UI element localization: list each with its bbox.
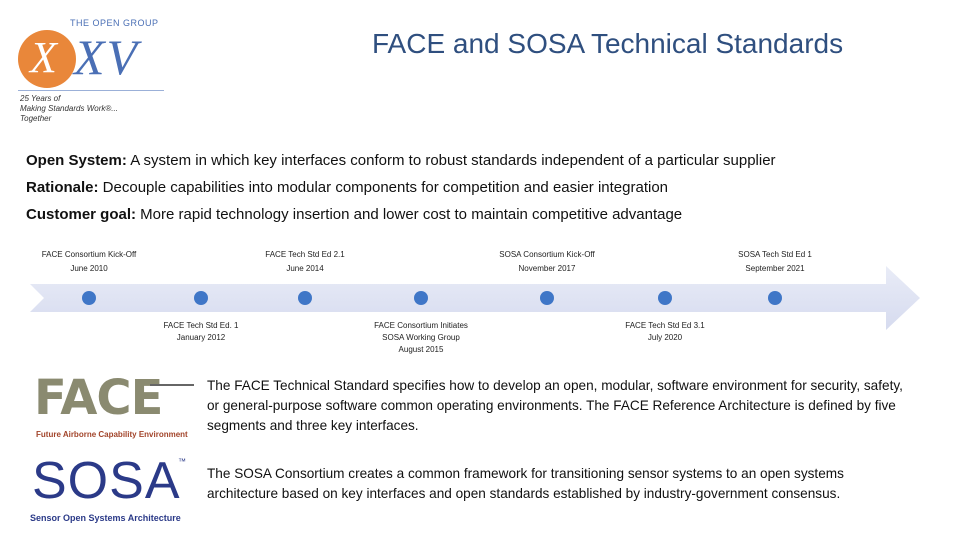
- event-label: SOSA Consortium Kick-Off: [499, 250, 595, 259]
- timeline-event: SOSA Tech Std Ed 1 September 2021: [710, 248, 840, 276]
- logo-tagline-line: Making Standards Work®...: [20, 104, 118, 113]
- timeline-event: FACE Consortium Kick-Off June 2010: [24, 248, 154, 276]
- event-label-2: SOSA Working Group: [382, 333, 460, 342]
- definition-term: Customer goal:: [26, 206, 137, 223]
- timeline-arrow: [30, 266, 920, 330]
- logo-mark-x: X: [30, 33, 57, 82]
- event-date: June 2014: [286, 264, 324, 273]
- definition-text: A system in which key interfaces conform…: [126, 152, 776, 169]
- definition-rationale: Rationale: Decouple capabilities into mo…: [26, 179, 776, 196]
- aircraft-icon: [150, 384, 194, 386]
- timeline-event: FACE Tech Std Ed 3.1 July 2020: [600, 320, 730, 344]
- logo-divider: [18, 90, 164, 91]
- timeline-event: FACE Tech Std Ed 2.1 June 2014: [240, 248, 370, 276]
- timeline-dot: [768, 291, 782, 305]
- definitions-list: Open System: A system in which key inter…: [26, 152, 776, 233]
- event-label: FACE Tech Std Ed 2.1: [265, 250, 345, 259]
- timeline-dot: [82, 291, 96, 305]
- event-label: FACE Tech Std Ed. 1: [163, 321, 239, 330]
- timeline-dot: [194, 291, 208, 305]
- event-label: SOSA Tech Std Ed 1: [738, 250, 812, 259]
- timeline-event: SOSA Consortium Kick-Off November 2017: [482, 248, 612, 276]
- sosa-trademark: ™: [178, 457, 186, 466]
- sosa-logo-word: SOSA: [32, 452, 181, 510]
- event-date: January 2012: [176, 333, 226, 342]
- timeline-dot: [298, 291, 312, 305]
- event-date: August 2015: [398, 345, 444, 354]
- timeline-event: FACE Tech Std Ed. 1 January 2012: [136, 320, 266, 344]
- definition-text: More rapid technology insertion and lowe…: [136, 206, 683, 223]
- timeline-dot: [540, 291, 554, 305]
- logo-tagline-line: Together: [20, 114, 52, 123]
- slide-title: FACE and SOSA Technical Standards: [372, 28, 844, 59]
- definition-open-system: Open System: A system in which key inter…: [26, 152, 776, 169]
- timeline: FACE Consortium Kick-Off June 2010 FACE …: [0, 240, 954, 360]
- face-logo-subtitle: Future Airborne Capability Environment: [36, 430, 188, 439]
- logo-mark-xv: XV: [74, 29, 140, 85]
- sosa-logo-subtitle: Sensor Open Systems Architecture: [30, 513, 181, 523]
- event-date: September 2021: [745, 264, 805, 273]
- sosa-description: The SOSA Consortium creates a common fra…: [207, 466, 844, 501]
- logo-circle: [18, 30, 76, 88]
- face-logo-word: FACE: [34, 370, 163, 426]
- open-group-logo: THE OPEN GROUP X XV 25 Years of Making S…: [10, 10, 170, 130]
- definition-term: Open System:: [26, 152, 127, 169]
- face-logo: FACE Future Airborne Capability Environm…: [30, 370, 195, 442]
- timeline-dot: [414, 291, 428, 305]
- logo-org-name: THE OPEN GROUP: [70, 18, 159, 28]
- logo-tagline-line: 25 Years of: [20, 94, 61, 103]
- event-label: FACE Consortium Kick-Off: [41, 250, 137, 259]
- definition-text: Decouple capabilities into modular compo…: [98, 179, 669, 196]
- definition-term: Rationale:: [26, 179, 99, 196]
- event-date: July 2020: [647, 333, 683, 342]
- timeline-dot: [658, 291, 672, 305]
- face-description: The FACE Technical Standard specifies ho…: [207, 378, 903, 433]
- definition-customer-goal: Customer goal: More rapid technology ins…: [26, 206, 776, 223]
- event-date: November 2017: [518, 264, 576, 273]
- logo-tagline: 25 Years of Making Standards Work®... To…: [20, 94, 118, 124]
- event-date: June 2010: [70, 264, 108, 273]
- event-label: FACE Consortium Initiates: [374, 321, 468, 330]
- sosa-logo: SOSA ™ Sensor Open Systems Architecture: [30, 452, 200, 525]
- timeline-event: FACE Consortium Initiates SOSA Working G…: [356, 320, 486, 356]
- event-label: FACE Tech Std Ed 3.1: [625, 321, 705, 330]
